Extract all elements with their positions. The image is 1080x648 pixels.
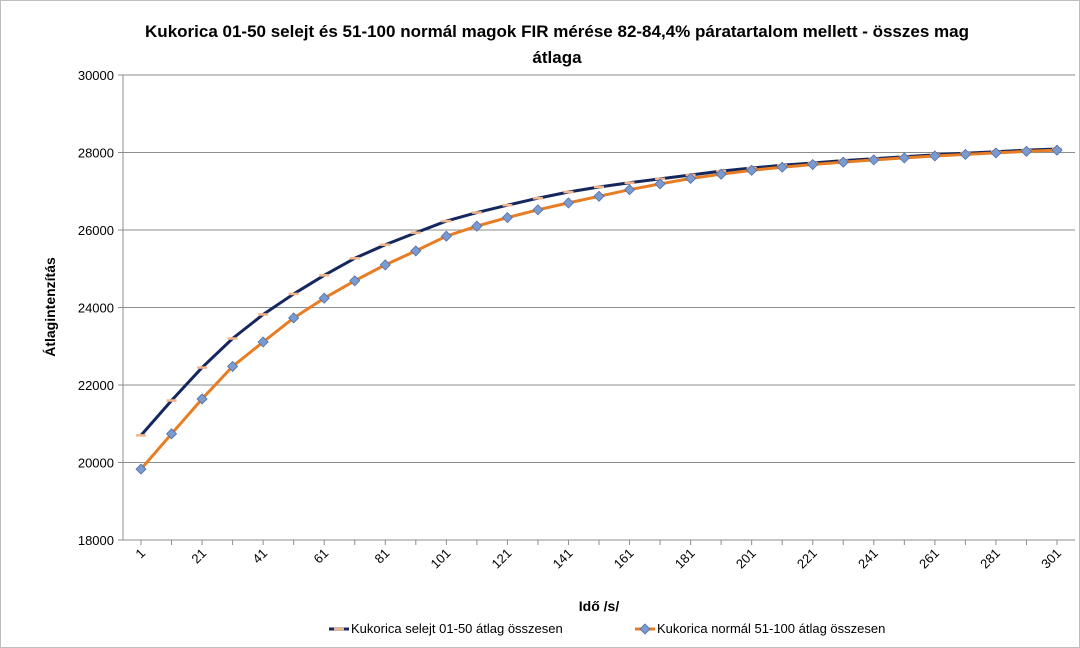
data-point-marker [257, 336, 269, 348]
data-point-marker [1020, 145, 1033, 157]
data-point-marker [837, 156, 849, 168]
data-point-marker [349, 275, 361, 287]
y-tick-label: 26000 [78, 223, 114, 238]
data-point-marker [654, 178, 666, 190]
data-point-marker [807, 158, 819, 171]
x-axis-title: Idő /s/ [579, 598, 620, 614]
y-axis-ticks: 18000 20000 22000 24000 26000 28000 30000 [78, 68, 114, 548]
data-point-marker [746, 164, 758, 176]
data-point-marker [1051, 144, 1063, 156]
data-point-marker [715, 168, 727, 180]
y-tick-label: 24000 [78, 301, 114, 316]
x-tick-label: 101 [428, 546, 454, 572]
legend: Kukorica selejt 01-50 átlag összesen Kuko… [329, 621, 885, 636]
data-point-marker [440, 230, 452, 242]
x-tick-label: 181 [672, 546, 698, 572]
x-tick-label: 81 [372, 546, 393, 567]
y-tick-label: 22000 [78, 378, 114, 393]
data-point-marker [959, 148, 971, 161]
x-tick-label: 121 [489, 546, 515, 572]
x-tick-label: 21 [188, 546, 209, 567]
chart-title-line-2: átlaga [532, 48, 582, 67]
x-tick-label: 61 [310, 546, 331, 567]
x-axis-ticks: 1 21 41 61 81 101 121 141 161 181 201 221 241 261 281 3… [132, 546, 1064, 572]
data-point-marker [318, 292, 330, 304]
x-tick-label: 221 [794, 546, 820, 572]
data-point-marker [685, 172, 697, 185]
data-point-marker [135, 463, 147, 475]
y-tick-label: 18000 [78, 533, 114, 548]
data-point-marker [501, 212, 513, 224]
data-point-marker [532, 204, 544, 216]
x-tick-label: 1 [132, 546, 148, 562]
gridlines [123, 74, 1075, 463]
x-tick-label: 41 [249, 546, 270, 567]
data-point-marker [471, 220, 483, 232]
x-tick-label: 301 [1038, 546, 1064, 572]
data-point-marker [593, 190, 605, 202]
data-point-marker [562, 197, 575, 209]
chart-title-line-1: Kukorica 01-50 selejt és 51-100 normál m… [145, 22, 969, 41]
x-tick-label: 281 [977, 546, 1003, 572]
y-tick-label: 30000 [78, 68, 114, 83]
axes [118, 74, 1075, 545]
data-point-marker [868, 154, 880, 166]
x-tick-label: 241 [855, 546, 881, 572]
data-point-marker [227, 360, 239, 372]
x-tick-label: 261 [916, 546, 942, 572]
legend-label-1: Kukorica selejt 01-50 átlag összesen [351, 621, 563, 636]
data-point-marker [929, 150, 941, 162]
data-point-marker [165, 428, 178, 440]
data-point-marker [288, 312, 300, 324]
data-point-marker [379, 259, 391, 271]
data-point-marker [196, 393, 208, 405]
data-point-marker [776, 161, 788, 173]
legend-marker-2 [639, 623, 651, 635]
x-tick-label: 201 [733, 546, 759, 572]
data-point-marker [623, 184, 636, 196]
x-tick-label: 161 [611, 546, 637, 572]
data-point-marker [990, 147, 1002, 159]
data-point-marker [898, 152, 910, 164]
series-lines [135, 144, 1063, 475]
data-point-marker [410, 245, 422, 257]
legend-label-2: Kukorica normál 51-100 átlag összesen [657, 621, 885, 636]
y-tick-label: 28000 [78, 146, 114, 161]
y-axis-title: Átlagintenzítás [42, 257, 58, 357]
y-tick-label: 20000 [78, 456, 114, 471]
x-tick-label: 141 [550, 546, 576, 572]
